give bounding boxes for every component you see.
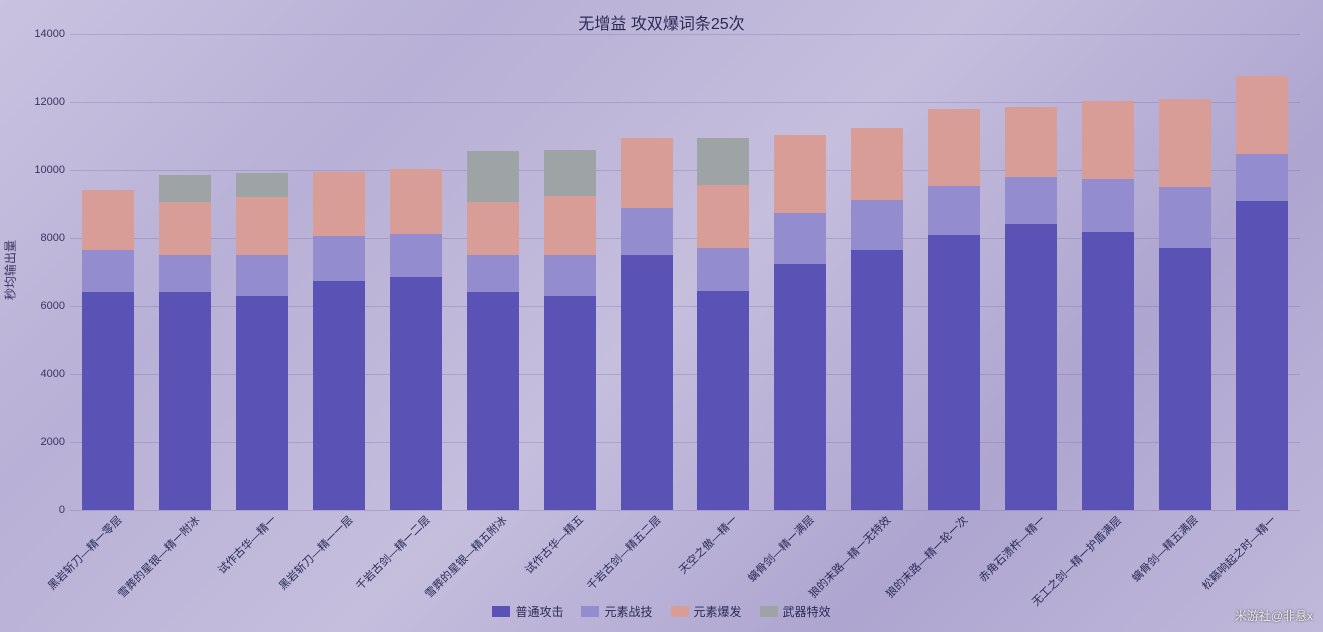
bar-segment-skill <box>851 200 903 250</box>
bar-segment-burst <box>236 197 288 255</box>
bar-segment-burst <box>774 135 826 213</box>
bar-segment-normal <box>621 255 673 510</box>
bar-segment-skill <box>1005 177 1057 225</box>
bar-group <box>1005 34 1057 510</box>
bar-segment-skill <box>159 255 211 292</box>
legend-item-skill: 元素战技 <box>581 603 652 620</box>
bar-segment-normal <box>544 296 596 510</box>
bar-segment-normal <box>774 264 826 510</box>
bar-segment-skill <box>1159 187 1211 248</box>
legend-label: 普通攻击 <box>515 603 563 620</box>
bar-segment-skill <box>1082 179 1134 232</box>
legend-label: 元素爆发 <box>694 603 742 620</box>
bar-segment-burst <box>1005 107 1057 177</box>
bar-segment-normal <box>697 291 749 510</box>
bar-segment-normal <box>159 292 211 510</box>
chart-title: 无增益 攻双爆词条25次 <box>0 10 1323 34</box>
bar-segment-skill <box>1236 154 1288 201</box>
watermark: 米游社@非悬x <box>1235 607 1313 624</box>
y-tick-label: 0 <box>10 504 65 516</box>
bar-segment-skill <box>82 250 134 293</box>
bar-group <box>467 34 519 510</box>
legend-swatch <box>760 606 778 617</box>
bar-segment-burst <box>1082 101 1134 179</box>
bar-segment-normal <box>1082 232 1134 510</box>
bar-group <box>1236 34 1288 510</box>
y-tick-label: 8000 <box>10 232 65 244</box>
y-tick-label: 6000 <box>10 300 65 312</box>
bar-segment-burst <box>390 169 442 233</box>
legend-swatch <box>671 606 689 617</box>
bar-group <box>1082 34 1134 510</box>
bar-group <box>313 34 365 510</box>
bar-group <box>774 34 826 510</box>
bar-segment-burst <box>1236 76 1288 154</box>
bar-group <box>82 34 134 510</box>
bar-segment-skill <box>928 186 980 236</box>
bar-group <box>621 34 673 510</box>
bar-segment-burst <box>1159 99 1211 187</box>
bar-segment-normal <box>1159 248 1211 510</box>
bar-segment-weapon <box>544 150 596 196</box>
bar-segment-skill <box>467 255 519 292</box>
bar-segment-burst <box>313 172 365 235</box>
bar-segment-burst <box>851 128 903 200</box>
bar-segment-burst <box>928 109 980 185</box>
legend: 普通攻击 元素战技 元素爆发 武器特效 <box>0 603 1323 620</box>
bar-segment-skill <box>544 255 596 296</box>
legend-label: 元素战技 <box>604 603 652 620</box>
legend-swatch <box>492 606 510 617</box>
bar-group <box>159 34 211 510</box>
bar-segment-normal <box>82 292 134 510</box>
bar-segment-normal <box>1236 201 1288 510</box>
bar-group <box>390 34 442 510</box>
bar-segment-normal <box>928 235 980 510</box>
y-axis-label: 秒均输出量 <box>2 240 19 300</box>
bar-segment-skill <box>697 248 749 291</box>
legend-item-weapon: 武器特效 <box>760 603 831 620</box>
y-tick-label: 2000 <box>10 436 65 448</box>
bar-group <box>544 34 596 510</box>
bar-segment-normal <box>851 250 903 510</box>
bar-segment-skill <box>390 234 442 278</box>
chart-container: 无增益 攻双爆词条25次 秒均输出量 普通攻击 元素战技 元素爆发 武器特效 米游社@… <box>0 0 1323 632</box>
bar-segment-burst <box>82 190 134 250</box>
bar-segment-normal <box>1005 224 1057 510</box>
bar-group <box>236 34 288 510</box>
bar-segment-burst <box>621 138 673 208</box>
bar-segment-burst <box>159 202 211 255</box>
y-tick-label: 10000 <box>10 164 65 176</box>
plot-area <box>70 34 1300 510</box>
bar-segment-skill <box>236 255 288 296</box>
bar-group <box>697 34 749 510</box>
bar-segment-burst <box>544 196 596 256</box>
bar-group <box>928 34 980 510</box>
bar-group <box>851 34 903 510</box>
bar-segment-weapon <box>236 173 288 197</box>
legend-swatch <box>581 606 599 617</box>
bar-segment-burst <box>467 202 519 255</box>
bar-group <box>1159 34 1211 510</box>
bar-segment-weapon <box>467 151 519 202</box>
bar-segment-weapon <box>159 175 211 202</box>
bar-segment-normal <box>467 292 519 510</box>
bar-segment-weapon <box>697 138 749 186</box>
legend-item-normal: 普通攻击 <box>492 603 563 620</box>
bar-segment-skill <box>313 236 365 281</box>
bar-segment-normal <box>313 281 365 511</box>
bar-segment-burst <box>697 185 749 248</box>
legend-label: 武器特效 <box>783 603 831 620</box>
legend-item-burst: 元素爆发 <box>671 603 742 620</box>
y-tick-label: 4000 <box>10 368 65 380</box>
y-tick-label: 14000 <box>10 28 65 40</box>
bar-segment-skill <box>621 208 673 255</box>
bar-segment-normal <box>236 296 288 510</box>
gridline <box>70 510 1300 511</box>
bar-segment-skill <box>774 213 826 265</box>
bar-segment-normal <box>390 277 442 510</box>
y-tick-label: 12000 <box>10 96 65 108</box>
